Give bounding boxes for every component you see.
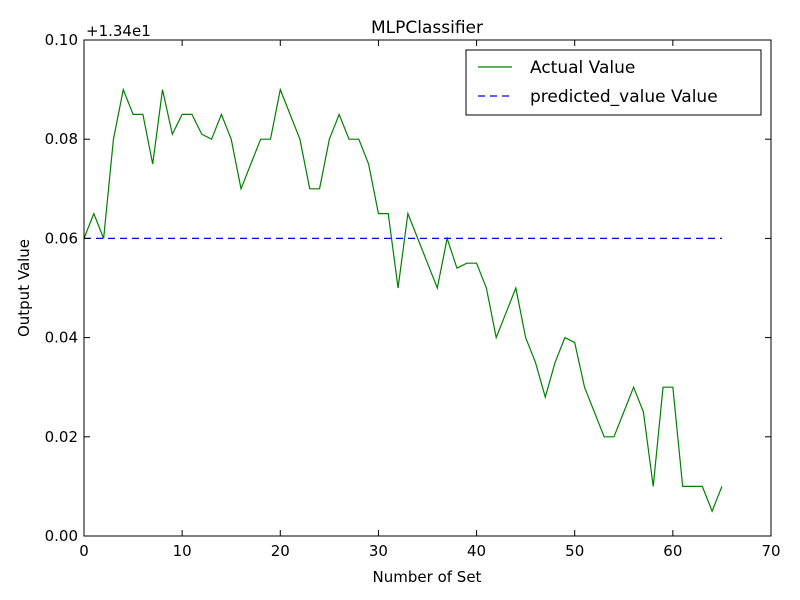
- series-layer: [83, 87, 723, 513]
- legend-box: [465, 49, 762, 116]
- x-tick-label: 40: [467, 542, 486, 560]
- x-tick-label: 10: [173, 542, 192, 560]
- ticks-layer: 0 10 20 30 40 50 60 70 0.00 0.02 0.04 0.06 0.08 0.10: [45, 31, 781, 560]
- x-tick-label: 0: [79, 542, 89, 560]
- x-tick-label: 60: [663, 542, 682, 560]
- y-tick-label: 0.06: [45, 229, 78, 247]
- y-tick-label: 0.02: [45, 428, 78, 446]
- x-tick-label: 50: [565, 542, 584, 560]
- x-tick-label: 20: [271, 542, 290, 560]
- legend: Actual Value predicted_value Value: [465, 49, 762, 116]
- series-line-actual: [83, 87, 723, 513]
- y-tick-label: 0.08: [45, 130, 78, 148]
- y-tick-label: 0.04: [45, 329, 78, 347]
- chart-title: MLPClassifier: [371, 18, 483, 38]
- x-tick-label: 30: [369, 542, 388, 560]
- legend-label-predicted: predicted_value Value: [530, 87, 718, 107]
- y-tick-label: 0.10: [45, 31, 78, 49]
- y-offset-label: +1.34e1: [86, 22, 151, 40]
- x-axis-label: Number of Set: [373, 568, 482, 586]
- legend-label-actual: Actual Value: [530, 58, 635, 78]
- x-tick-label: 70: [761, 542, 780, 560]
- plot-frame: [83, 39, 772, 537]
- y-axis-label: Output Value: [15, 239, 33, 337]
- y-tick-label: 0.00: [45, 527, 78, 545]
